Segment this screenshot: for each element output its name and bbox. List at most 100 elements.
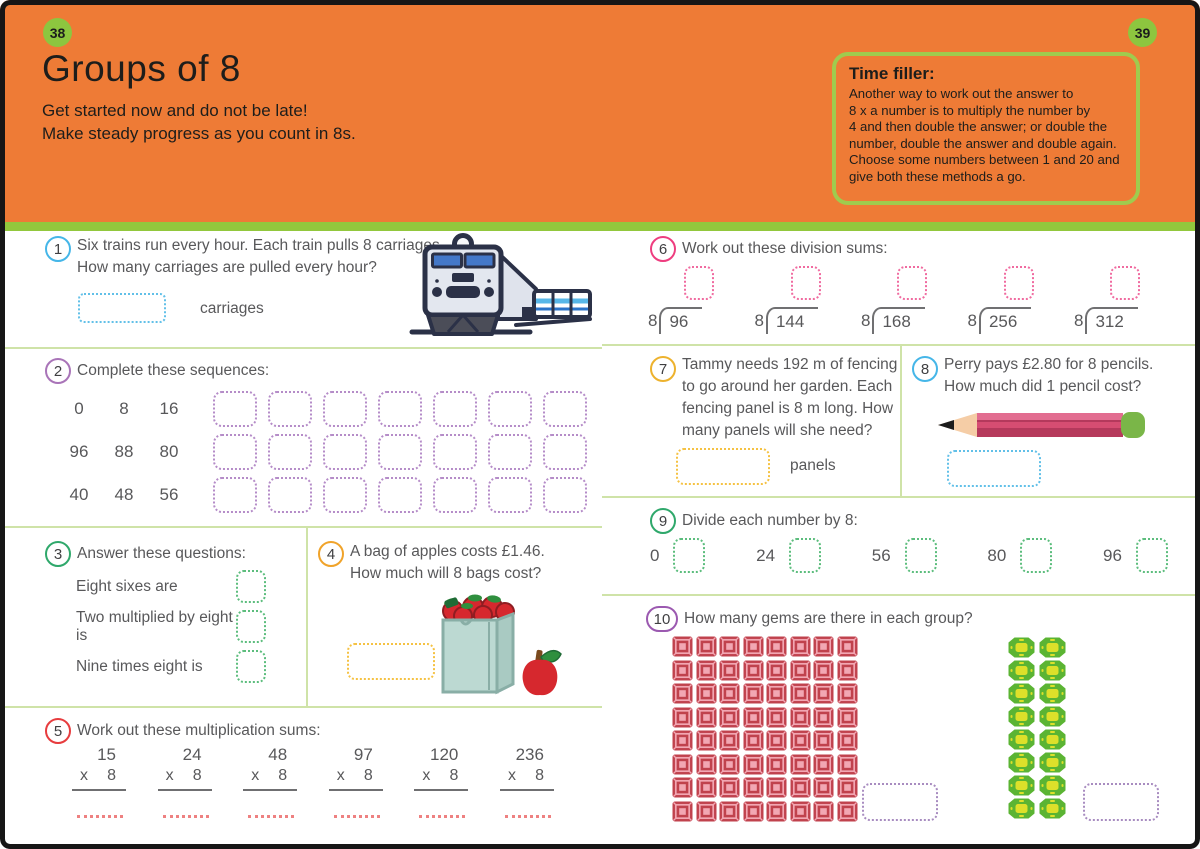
multiply-sign: x [165,767,174,784]
red-gem-icon [837,754,858,775]
answer-dotted-line[interactable] [248,815,295,818]
red-gem-icon [696,636,717,657]
answer-box-q7[interactable] [676,448,770,485]
answer-box[interactable] [213,433,257,470]
red-gem-icon [766,801,787,822]
answer-box[interactable] [1135,538,1168,573]
answer-box[interactable] [673,538,706,573]
red-gem-icon [813,777,834,798]
answer-box[interactable] [268,390,312,427]
answer-box[interactable] [378,476,422,513]
divide-item: 24 [756,538,822,573]
divisor: 8 [967,311,977,330]
multiply-sign: x [507,767,516,784]
red-gem-icon [813,707,834,728]
red-gem-icon [719,683,740,704]
answer-unit-label: carriages [200,300,264,317]
multiplicand: 236 [515,745,544,764]
multiply-sign: x [80,767,88,784]
answer-box[interactable] [433,390,477,427]
multiplier: 8 [107,767,116,784]
answer-box[interactable] [488,433,532,470]
red-gem-icon [790,707,811,728]
page-header [0,0,1200,222]
number-label: 24 [756,545,776,565]
time-filler-title: Time filler: [849,64,935,83]
red-gem-icon [696,683,717,704]
division-bracket: 8 256 [968,307,1064,334]
answer-dotted-line[interactable] [77,815,123,818]
answer-box[interactable] [268,433,312,470]
question-3-item: Nine times eight is [76,650,266,683]
answer-box[interactable] [904,538,937,573]
question-7-text: Tammy needs 192 m of fencing to go aroun… [682,356,898,439]
red-gem-icon [837,636,858,657]
green-gem-group [1008,637,1066,819]
answer-box[interactable] [268,476,312,513]
answer-dotted-line[interactable] [504,815,551,818]
answer-dotted-line[interactable] [162,815,209,818]
answer-box[interactable] [323,433,367,470]
question-9-text: Divide each number by 8: [682,512,858,529]
answer-box[interactable] [1110,266,1140,300]
dividend: 96 [659,307,703,334]
red-gem-icon [696,660,717,681]
answer-box[interactable] [213,476,257,513]
division-bracket: 8 312 [1074,307,1170,334]
section-divider [5,526,602,528]
answer-box-q10-red[interactable] [862,783,938,821]
answer-box[interactable] [213,390,257,427]
answer-box[interactable] [789,538,822,573]
answer-box[interactable] [323,390,367,427]
answer-box[interactable] [897,266,927,300]
answer-box[interactable] [488,390,532,427]
header-divider-strip [0,222,1200,231]
sum-rule [243,789,298,791]
sequence-number: 96 [69,441,89,461]
answer-box[interactable] [236,650,266,683]
answer-box[interactable] [1003,266,1034,300]
number-label: 96 [1103,545,1122,565]
answer-box[interactable] [433,433,477,470]
divisor: 8 [861,311,871,330]
answer-box[interactable] [543,390,587,427]
answer-box[interactable] [790,266,821,300]
green-gem-icon [1039,683,1066,704]
question-5-text: Work out these multiplication sums: [77,722,321,739]
sequence-row: 0 8 16 [62,390,594,427]
answer-box[interactable] [378,433,422,470]
answer-box[interactable] [488,476,532,513]
red-gem-icon [696,801,717,822]
answer-box-q1[interactable] [78,293,166,323]
answer-dotted-line[interactable] [333,815,380,818]
red-gem-icon [719,636,740,657]
answer-box[interactable] [543,476,587,513]
answer-box[interactable] [236,610,266,643]
green-gem-icon [1039,729,1066,750]
green-gem-icon [1008,637,1035,658]
green-gem-icon [1008,660,1035,681]
answer-box-q8[interactable] [947,450,1041,487]
green-gem-icon [1039,798,1066,819]
green-gem-icon [1008,683,1035,704]
red-gem-icon [837,801,858,822]
red-gem-icon [696,707,717,728]
answer-box[interactable] [433,476,477,513]
red-gem-icon [837,660,858,681]
answer-box[interactable] [323,476,367,513]
red-gem-icon [719,777,740,798]
answer-box[interactable] [378,390,422,427]
sequence-number: 0 [74,398,84,418]
answer-box[interactable] [236,570,266,603]
answer-box[interactable] [543,433,587,470]
answer-box[interactable] [1020,538,1053,573]
answer-box-q4[interactable] [347,643,435,680]
answer-dotted-line[interactable] [419,815,466,818]
answer-box[interactable] [684,266,714,300]
dividend: 168 [872,307,925,334]
answer-box-q10-green[interactable] [1083,783,1159,821]
dividend: 144 [765,307,819,334]
